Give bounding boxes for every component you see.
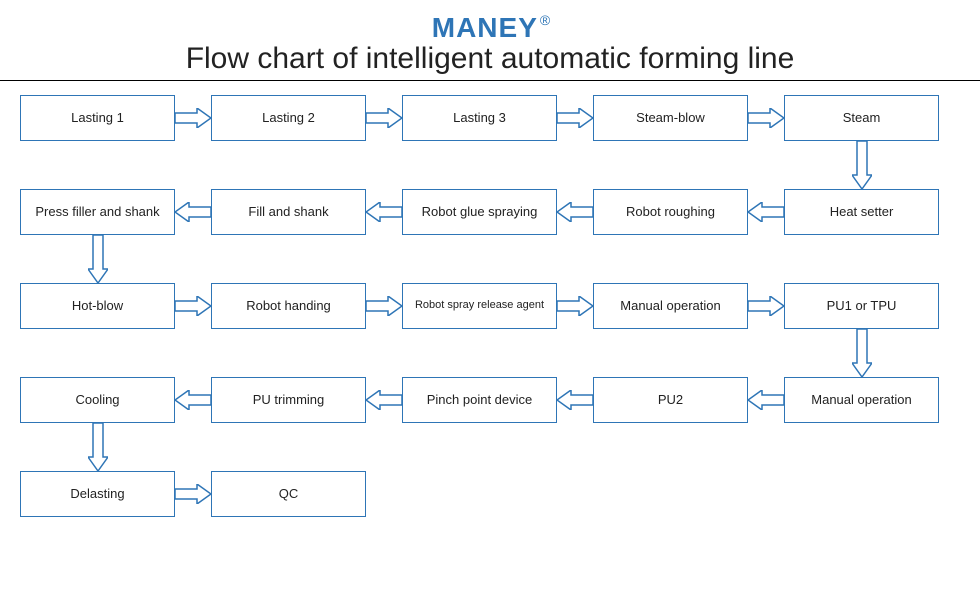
flow-arrow	[175, 108, 211, 128]
flow-node: Steam-blow	[593, 95, 748, 141]
flow-node: Heat setter	[784, 189, 939, 235]
brand-header: MANEY®	[0, 0, 980, 44]
flow-node: PU trimming	[211, 377, 366, 423]
flow-node: PU1 or TPU	[784, 283, 939, 329]
flow-node: PU2	[593, 377, 748, 423]
flow-arrow	[748, 108, 784, 128]
flow-node: Steam	[784, 95, 939, 141]
flow-node: Pinch point device	[402, 377, 557, 423]
flow-node: Robot glue spraying	[402, 189, 557, 235]
flow-arrow	[748, 390, 784, 410]
flow-arrow	[557, 108, 593, 128]
flow-arrow	[175, 296, 211, 316]
flow-arrow	[88, 235, 108, 283]
page-title: Flow chart of intelligent automatic form…	[0, 42, 980, 76]
flow-node: Lasting 1	[20, 95, 175, 141]
flow-node: Robot spray release agent	[402, 283, 557, 329]
brand-mark: ®	[540, 12, 550, 28]
flow-node: Cooling	[20, 377, 175, 423]
flow-arrow	[748, 296, 784, 316]
flow-node: Robot handing	[211, 283, 366, 329]
flow-node: Hot-blow	[20, 283, 175, 329]
flow-arrow	[852, 329, 872, 377]
flow-node: Fill and shank	[211, 189, 366, 235]
flow-arrow	[175, 202, 211, 222]
flow-arrow	[88, 423, 108, 471]
flow-node: Press filler and shank	[20, 189, 175, 235]
flow-node: Robot roughing	[593, 189, 748, 235]
flow-arrow	[557, 296, 593, 316]
flow-node: Lasting 2	[211, 95, 366, 141]
flow-node: QC	[211, 471, 366, 517]
flow-arrow	[557, 202, 593, 222]
flow-node: Manual operation	[784, 377, 939, 423]
flow-arrow	[175, 390, 211, 410]
flow-arrow	[748, 202, 784, 222]
flow-arrow	[366, 202, 402, 222]
flow-arrow	[175, 484, 211, 504]
flow-node: Delasting	[20, 471, 175, 517]
flow-arrow	[557, 390, 593, 410]
flow-node: Lasting 3	[402, 95, 557, 141]
title-divider	[0, 80, 980, 81]
flow-node: Manual operation	[593, 283, 748, 329]
flow-arrow	[852, 141, 872, 189]
brand-name: MANEY	[432, 12, 538, 44]
flowchart-canvas: Lasting 1 Lasting 2 Lasting 3 Steam-blow Ste…	[0, 95, 980, 595]
flow-arrow	[366, 390, 402, 410]
flow-arrow	[366, 296, 402, 316]
flow-arrow	[366, 108, 402, 128]
